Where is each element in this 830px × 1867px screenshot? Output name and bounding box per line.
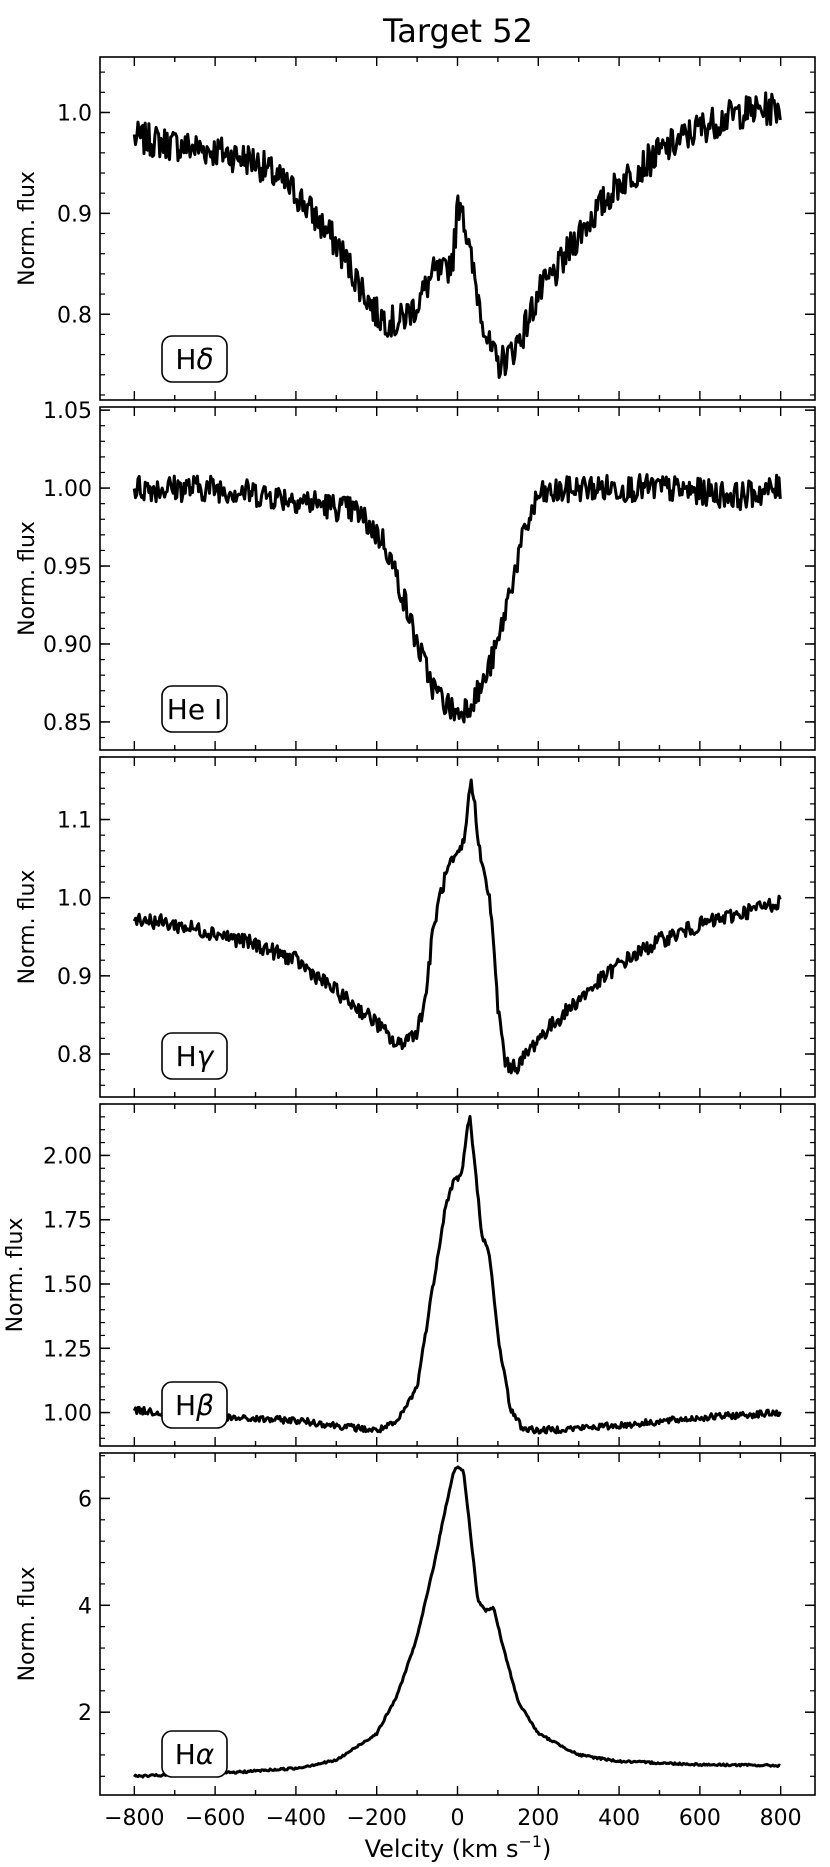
y-axis-label: Norm. flux <box>15 1567 40 1682</box>
x-tick-label: 600 <box>679 1806 721 1831</box>
spectrum-line <box>132 778 782 1075</box>
panel-2: 0.8 0.9 1.0 1.1 Norm. flux Hγ <box>15 756 816 1098</box>
panel-0: 0.8 0.9 1.0 Norm. flux Hδ <box>15 56 816 401</box>
panel-4: 2 4 6 Norm. flux Hα <box>15 1452 816 1796</box>
y-tick-label: 1.05 <box>43 399 92 424</box>
figure-title: Target 52 <box>382 12 533 50</box>
y-tick-label: 1.00 <box>43 477 92 502</box>
y-tick-label: 0.9 <box>57 202 92 227</box>
y-tick-label: 1.75 <box>43 1209 92 1234</box>
y-tick-label: 1.0 <box>57 887 92 912</box>
y-tick-label: 2 <box>78 1701 92 1726</box>
line-label-box <box>161 1381 228 1429</box>
panel-1: 0.85 0.90 0.95 1.00 1.05 Norm. flux He I <box>15 399 816 751</box>
line-label-box <box>161 1730 228 1778</box>
x-tick-label: 200 <box>517 1806 559 1831</box>
x-tick-label: −600 <box>185 1806 245 1831</box>
y-tick-label: 1.50 <box>43 1273 92 1298</box>
y-tick-label: 4 <box>78 1594 92 1619</box>
y-axis-label: Norm. flux <box>3 1218 28 1333</box>
y-axis-label: Norm. flux <box>15 870 40 985</box>
line-label: Hγ <box>176 1040 215 1073</box>
y-tick-label: 0.95 <box>43 555 92 580</box>
spectrum-line <box>132 1115 782 1435</box>
y-tick-label: 1.0 <box>57 101 92 126</box>
x-tick-label: −400 <box>266 1806 326 1831</box>
y-axis-label: Norm. flux <box>15 171 40 286</box>
y-tick-label: 6 <box>78 1487 92 1512</box>
x-axis-label: Velcity (km s−1) <box>365 1832 552 1863</box>
y-tick-label: 0.8 <box>57 303 92 328</box>
line-label-box <box>161 685 228 733</box>
x-tick-label: 400 <box>598 1806 640 1831</box>
line-label: Hα <box>175 1738 215 1771</box>
line-label-box <box>161 335 228 383</box>
y-tick-label: 0.85 <box>43 711 92 736</box>
y-tick-label: 0.8 <box>57 1043 92 1068</box>
y-tick-label: 1.1 <box>57 809 92 834</box>
line-label: Hδ <box>175 343 213 376</box>
x-tick-label: 800 <box>760 1806 802 1831</box>
y-axis-label: Norm. flux <box>15 521 40 636</box>
line-label: Hβ <box>175 1389 214 1422</box>
y-tick-label: 1.00 <box>43 1402 92 1427</box>
line-label: He I <box>167 693 222 726</box>
y-tick-label: 1.25 <box>43 1337 92 1362</box>
spectrum-line <box>132 473 782 724</box>
spectrum-line <box>133 1465 781 1779</box>
spectrum-line <box>132 91 782 379</box>
x-tick-label: 0 <box>451 1806 465 1831</box>
x-tick-label: −200 <box>346 1806 406 1831</box>
y-tick-label: 2.00 <box>43 1144 92 1169</box>
y-tick-label: 0.90 <box>43 633 92 658</box>
line-label-box <box>161 1032 228 1080</box>
x-tick-label: −800 <box>104 1806 164 1831</box>
panel-3: 1.00 1.25 1.50 1.75 2.00 Norm. flux Hβ <box>3 1103 816 1447</box>
y-tick-label: 0.9 <box>57 965 92 990</box>
